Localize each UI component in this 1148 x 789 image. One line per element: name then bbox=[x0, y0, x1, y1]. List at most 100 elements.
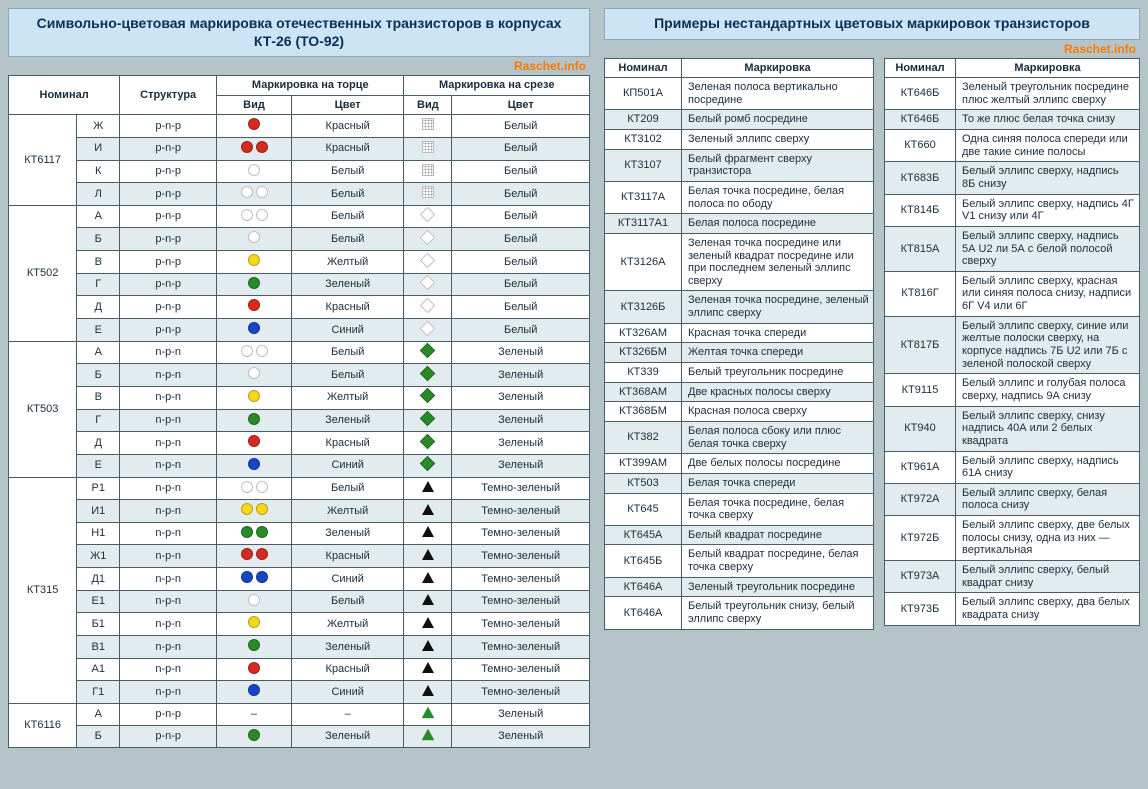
table-row: КТ816ГБелый эллипс сверху, красная или с… bbox=[885, 271, 1140, 316]
cell: Белый bbox=[291, 341, 403, 364]
cell bbox=[217, 658, 292, 681]
cell bbox=[217, 454, 292, 477]
cell-nominal: КТ209 bbox=[605, 110, 682, 130]
cell bbox=[404, 613, 452, 636]
cell: Красный bbox=[291, 545, 403, 568]
table-row: Иp-n-pКрасныйБелый bbox=[9, 137, 590, 160]
cell bbox=[217, 636, 292, 659]
cell: Б1 bbox=[77, 613, 120, 636]
cell-nominal: КТ683Б bbox=[885, 162, 956, 194]
cell bbox=[404, 545, 452, 568]
cell bbox=[404, 522, 452, 545]
table-row: КТ972ББелый эллипс сверху, две белых пол… bbox=[885, 516, 1140, 561]
cell: Белый bbox=[452, 115, 590, 138]
cell: Е1 bbox=[77, 590, 120, 613]
cell bbox=[217, 273, 292, 296]
cell: n-p-n bbox=[120, 568, 217, 591]
cell: Белый bbox=[291, 183, 403, 206]
table-row: Гp-n-pЗеленыйБелый bbox=[9, 273, 590, 296]
table-row: КТ3102Зеленый эллипс сверху bbox=[605, 130, 874, 150]
cell bbox=[217, 205, 292, 228]
th-mark: Маркировка bbox=[682, 58, 874, 78]
cell: Темно-зеленый bbox=[452, 613, 590, 636]
table-row: КП501АЗеленая полоса вертикально посреди… bbox=[605, 78, 874, 110]
right-title: Примеры нестандартных цветовых маркирово… bbox=[604, 8, 1140, 40]
table-row: Лp-n-pБелыйБелый bbox=[9, 183, 590, 206]
cell-marking: Белый треугольник посредине bbox=[682, 363, 874, 383]
table-row: Ж1n-p-nКрасныйТемно-зеленый bbox=[9, 545, 590, 568]
table-row: КТ503Аn-p-nБелыйЗеленый bbox=[9, 341, 590, 364]
cell: Белый bbox=[291, 160, 403, 183]
cell: Зеленый bbox=[291, 409, 403, 432]
table-row: КТ645ББелый квадрат посредине, белая точ… bbox=[605, 545, 874, 577]
th-mark-end: Маркировка на торце bbox=[217, 76, 404, 96]
cell: n-p-n bbox=[120, 341, 217, 364]
cell bbox=[404, 273, 452, 296]
cell-marking: Белая точка посредине, белая точка сверх… bbox=[682, 493, 874, 525]
cell: p-n-p bbox=[120, 296, 217, 319]
cell: В1 bbox=[77, 636, 120, 659]
cell-marking: Зеленый треугольник посредине bbox=[682, 577, 874, 597]
table-row: Еp-n-pСинийБелый bbox=[9, 319, 590, 342]
cell-marking: Белый фрагмент сверху транзистора bbox=[682, 149, 874, 181]
cell bbox=[404, 205, 452, 228]
cell-nominal: КТ399АМ bbox=[605, 454, 682, 474]
cell-nominal: КТ646А bbox=[605, 597, 682, 629]
cell: Б bbox=[77, 228, 120, 251]
cell: n-p-n bbox=[120, 364, 217, 387]
cell: Красный bbox=[291, 432, 403, 455]
cell: Белый bbox=[291, 205, 403, 228]
cell: Синий bbox=[291, 681, 403, 704]
cell-nominal: КТ502 bbox=[9, 205, 77, 341]
cell bbox=[217, 725, 292, 748]
cell: p-n-p bbox=[120, 228, 217, 251]
cell: Р1 bbox=[77, 477, 120, 500]
cell bbox=[404, 681, 452, 704]
cell-marking: Белая точка спереди bbox=[682, 473, 874, 493]
cell: Белый bbox=[452, 137, 590, 160]
table-row: КТ817ББелый эллипс сверху, синие или жел… bbox=[885, 316, 1140, 374]
cell: n-p-n bbox=[120, 545, 217, 568]
cell bbox=[404, 251, 452, 274]
table-row: КТ6116Аp-n-p––Зеленый bbox=[9, 703, 590, 725]
cell-marking: Белая полоса сбоку или плюс белая точка … bbox=[682, 421, 874, 453]
table-row: КТ3117А1Белая полоса посредине bbox=[605, 214, 874, 234]
cell-marking: Белый эллипс сверху, два белых квадрата … bbox=[956, 593, 1140, 625]
th-nominal: Номинал bbox=[9, 76, 120, 115]
table-row: Бp-n-pЗеленыйЗеленый bbox=[9, 725, 590, 748]
cell-nominal: КТ503 bbox=[605, 473, 682, 493]
cell-nominal: КТ961А bbox=[885, 451, 956, 483]
cell: К bbox=[77, 160, 120, 183]
table-row: И1n-p-nЖелтыйТемно-зеленый bbox=[9, 500, 590, 523]
table-row: КТ382Белая полоса сбоку или плюс белая т… bbox=[605, 421, 874, 453]
cell: Зеленый bbox=[452, 725, 590, 748]
cell-marking: Белый эллипс сверху, белый квадрат снизу bbox=[956, 561, 1140, 593]
table-row: КТ339Белый треугольник посредине bbox=[605, 363, 874, 383]
cell: Зеленый bbox=[291, 725, 403, 748]
cell: – bbox=[217, 703, 292, 725]
table-row: КТ3107Белый фрагмент сверху транзистора bbox=[605, 149, 874, 181]
watermark-right: Raschet.info bbox=[604, 42, 1136, 56]
cell: n-p-n bbox=[120, 500, 217, 523]
cell-marking: Желтая точка спереди bbox=[682, 343, 874, 363]
cell-nominal: КТ3107 bbox=[605, 149, 682, 181]
cell-marking: Две красных полосы сверху bbox=[682, 382, 874, 402]
table-row: КТ209Белый ромб посредине bbox=[605, 110, 874, 130]
cell-marking: Зеленая точка посредине, зеленый эллипс … bbox=[682, 291, 874, 323]
cell bbox=[217, 386, 292, 409]
th-mark-cut: Маркировка на срезе bbox=[404, 76, 590, 96]
cell: p-n-p bbox=[120, 703, 217, 725]
table-row: КТ368АМДве красных полосы сверху bbox=[605, 382, 874, 402]
cell-nominal: КТ646Б bbox=[885, 78, 956, 110]
cell-marking: Белый эллипс сверху, надпись 61А снизу bbox=[956, 451, 1140, 483]
table-row: Бn-p-nБелыйЗеленый bbox=[9, 364, 590, 387]
cell: Белый bbox=[452, 296, 590, 319]
cell bbox=[404, 409, 452, 432]
table-row: КТ502Аp-n-pБелыйБелый bbox=[9, 205, 590, 228]
table-row: КТ399АМДве белых полосы посредине bbox=[605, 454, 874, 474]
cell: Желтый bbox=[291, 500, 403, 523]
cell bbox=[404, 319, 452, 342]
cell: В bbox=[77, 386, 120, 409]
cell bbox=[404, 500, 452, 523]
cell: Н1 bbox=[77, 522, 120, 545]
